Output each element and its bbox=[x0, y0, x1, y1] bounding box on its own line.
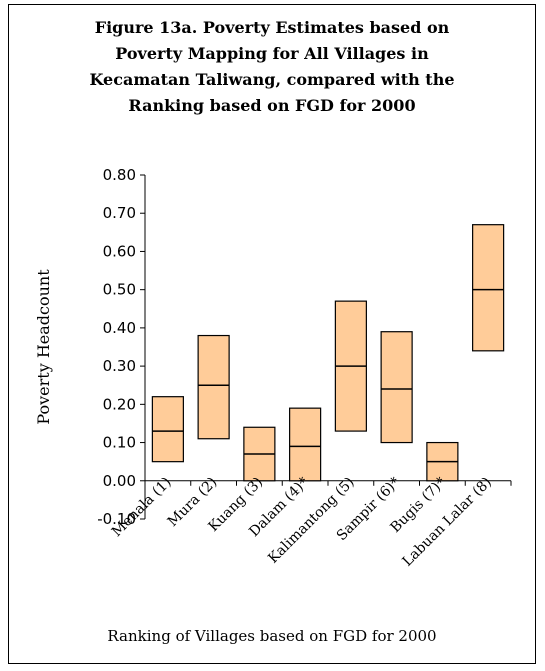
y-tick-label: 0.20 bbox=[103, 395, 136, 413]
y-tick-label: 0.50 bbox=[103, 281, 136, 299]
x-axis-title: Ranking of Villages based on FGD for 200… bbox=[107, 627, 437, 645]
chart-title-line-1: Figure 13a. Poverty Estimates based on bbox=[94, 18, 450, 37]
range-bar bbox=[472, 224, 505, 352]
chart-frame: Figure 13a. Poverty Estimates based on P… bbox=[8, 4, 536, 664]
y-tick-label: 0.00 bbox=[103, 472, 136, 490]
y-tick-label: 0.30 bbox=[103, 357, 136, 375]
range-bar bbox=[289, 407, 322, 482]
range-bar bbox=[380, 331, 413, 444]
y-tick-label: 0.80 bbox=[103, 166, 136, 184]
range-bar bbox=[151, 396, 184, 463]
y-tick-label: 0.70 bbox=[103, 204, 136, 222]
y-tick-label: 0.10 bbox=[103, 434, 136, 452]
range-bar bbox=[197, 334, 230, 440]
chart-title-line-2: Poverty Mapping for All Villages in bbox=[115, 44, 429, 63]
chart-title-line-3: Kecamatan Taliwang, compared with the bbox=[89, 70, 455, 89]
chart-title: Figure 13a. Poverty Estimates based on P… bbox=[9, 15, 535, 119]
y-axis-title: Poverty Headcount bbox=[34, 269, 53, 425]
category-label: Labuan Lalar (8) bbox=[400, 474, 495, 569]
plot-area: -0.10 0.00 0.10 0.20 0.30 0.40 0.50 0.60 0.70 0.8… bbox=[34, 166, 512, 570]
y-tick-label: 0.40 bbox=[103, 319, 136, 337]
chart-title-line-4: Ranking based on FGD for 2000 bbox=[128, 96, 416, 115]
y-tick-label: -0.10 bbox=[97, 510, 136, 528]
category-label: Kalimantong (5) bbox=[265, 474, 357, 566]
y-tick-label: 0.60 bbox=[103, 242, 136, 260]
